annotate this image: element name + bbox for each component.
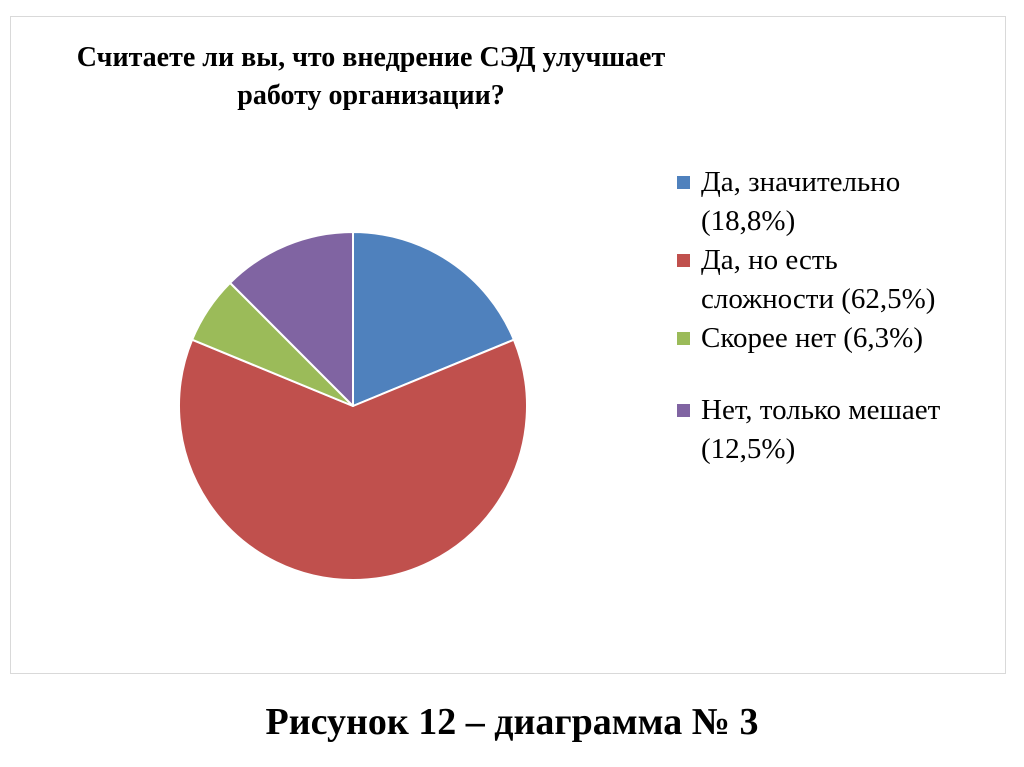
legend-swatch: [677, 404, 690, 417]
pie-chart: [178, 231, 528, 581]
legend-label-line: Нет, только мешает: [701, 394, 941, 426]
legend-label-line: (18,8%): [701, 205, 796, 237]
pie-slice-no-only-hinders: [229, 231, 354, 407]
figure-caption: Рисунок 12 – диаграмма № 3: [265, 701, 759, 743]
legend-item-no-only-hinders: Нет, только мешает (12,5%): [677, 391, 997, 469]
pie-slices: [178, 231, 528, 581]
chart-area: Считаете ли вы, что внедрение СЭД улучша…: [10, 16, 1006, 674]
legend-item-yes-significantly: Да, значительно (18,8%): [677, 163, 997, 241]
legend-item-yes-with-difficulties: Да, но есть сложности (62,5%): [677, 241, 997, 319]
chart-title-line-1: Считаете ли вы, что внедрение СЭД улучша…: [76, 42, 666, 73]
legend-item-rather-no: Скорее нет (6,3%): [677, 319, 997, 358]
legend-label-line: Да, значительно: [701, 166, 901, 198]
legend-label-line: (12,5%): [701, 433, 796, 465]
pie-slice-yes-with-difficulties: [178, 338, 528, 581]
legend-swatch: [677, 254, 690, 267]
legend: Да, значительно (18,8%) Да, но есть слож…: [677, 163, 997, 469]
chart-title: Считаете ли вы, что внедрение СЭД улучша…: [11, 39, 731, 115]
legend-label-line: Да, но есть: [701, 244, 838, 276]
legend-label-line: сложности (62,5%): [701, 283, 936, 315]
chart-title-line-2: работу организации?: [237, 80, 505, 111]
legend-label-line: Скорее нет (6,3%): [701, 322, 923, 354]
pie-slice-yes-significantly: [352, 231, 515, 407]
legend-swatch: [677, 332, 690, 345]
legend-swatch: [677, 176, 690, 189]
